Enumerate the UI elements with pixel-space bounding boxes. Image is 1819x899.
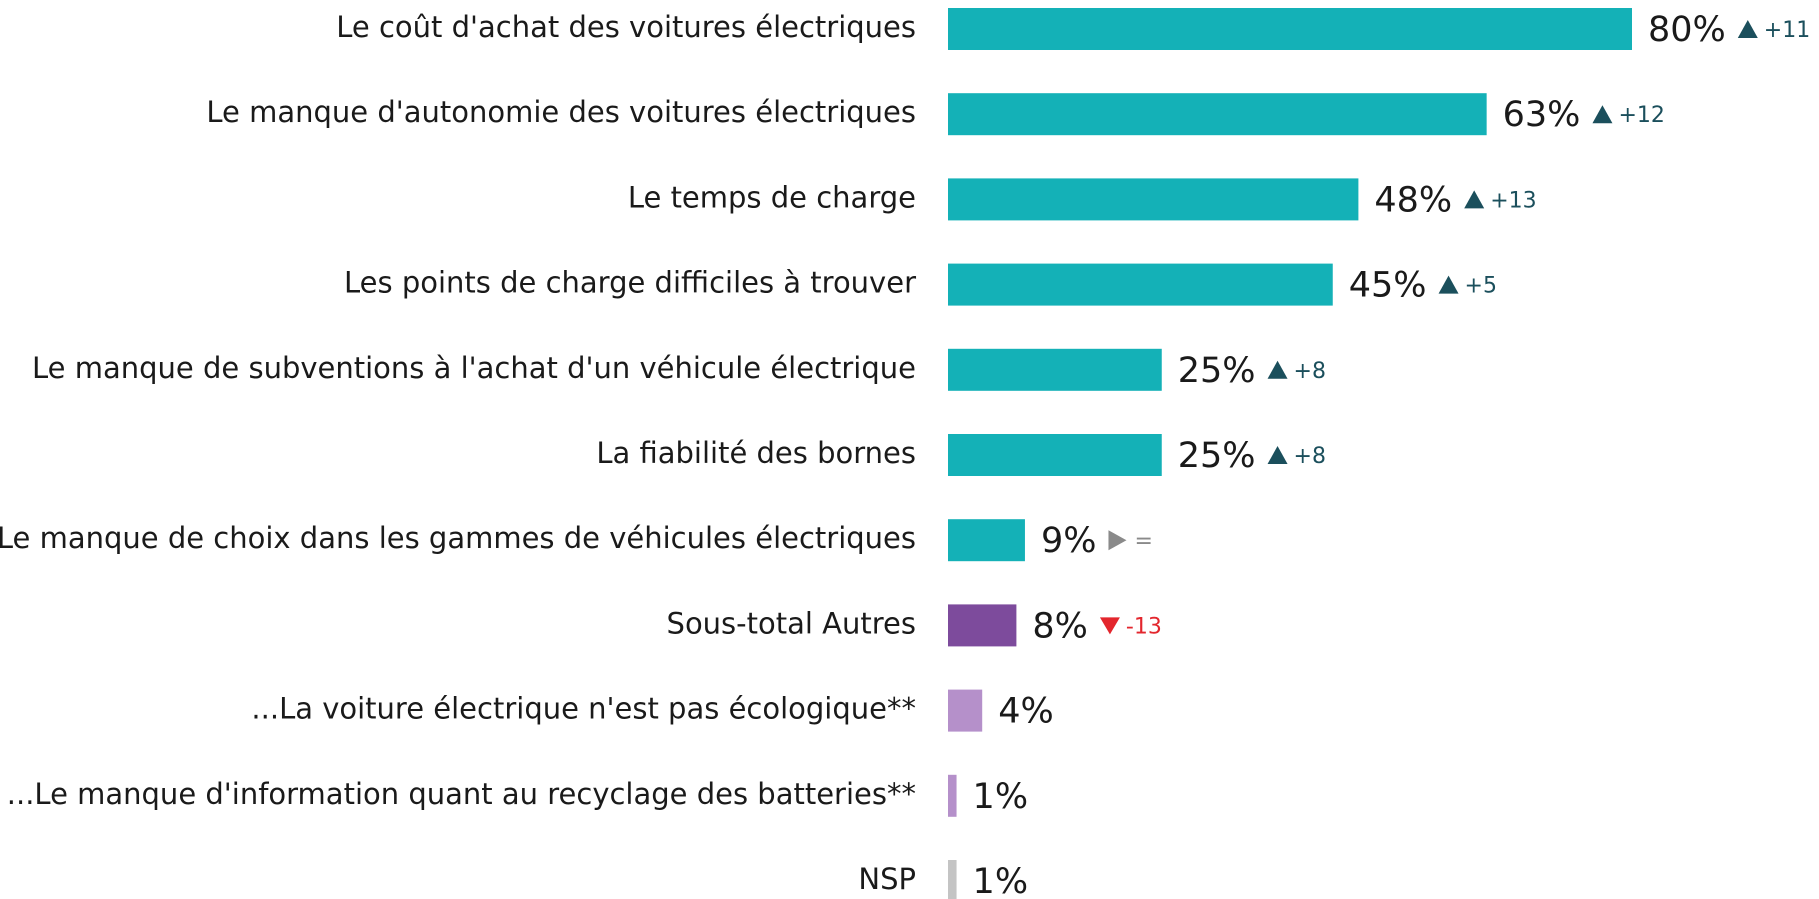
category-label: Les points de charge difficiles à trouve…: [344, 266, 916, 300]
change-label: +5: [1465, 274, 1497, 299]
category-label: NSP: [858, 862, 916, 896]
category-label: Le manque d'autonomie des voitures élect…: [206, 95, 916, 129]
bar: [948, 263, 1333, 306]
value-label: 8%: [1032, 606, 1088, 646]
bar: [948, 348, 1162, 391]
change-label: =: [1134, 529, 1152, 554]
change-arrow: [1438, 275, 1459, 294]
change-label: +12: [1618, 103, 1664, 128]
category-label: Le temps de charge: [628, 180, 916, 214]
bar: [948, 774, 957, 817]
value-label: 1%: [973, 777, 1029, 817]
category-label: Sous-total Autres: [667, 606, 916, 640]
change-arrow: [1592, 105, 1613, 124]
category-label: Le coût d'achat des voitures électriques: [336, 10, 916, 44]
value-label: 63%: [1503, 95, 1581, 135]
value-label: 80%: [1648, 10, 1726, 50]
value-label: 45%: [1349, 266, 1427, 306]
change-arrow: [1108, 530, 1127, 551]
value-label: 4%: [998, 692, 1054, 732]
value-label: 25%: [1178, 436, 1256, 476]
category-label: Le manque de subventions à l'achat d'un …: [32, 351, 916, 385]
change-arrow: [1267, 360, 1288, 379]
category-label: ...La voiture électrique n'est pas écolo…: [251, 692, 916, 726]
category-label: ...Le manque d'information quant au recy…: [7, 777, 916, 811]
change-arrow: [1099, 617, 1120, 635]
value-label: 1%: [973, 862, 1029, 899]
bar: [948, 604, 1017, 647]
change-label: +8: [1294, 359, 1326, 384]
change-label: +13: [1490, 188, 1536, 213]
change-label: +8: [1294, 444, 1326, 469]
value-label: 25%: [1178, 351, 1256, 391]
change-label: +11: [1764, 18, 1810, 43]
change-arrow: [1737, 20, 1758, 38]
bar: [948, 519, 1025, 562]
bar: [948, 860, 957, 899]
change-arrow: [1267, 446, 1288, 464]
bar: [948, 434, 1162, 476]
bar: [948, 93, 1487, 136]
value-label: 9%: [1041, 521, 1097, 561]
bar: [948, 689, 983, 732]
change-label: -13: [1126, 614, 1162, 639]
change-arrow: [1464, 190, 1485, 209]
bar: [948, 178, 1359, 221]
category-label: La fiabilité des bornes: [596, 436, 916, 470]
value-label: 48%: [1374, 180, 1452, 220]
bar: [948, 8, 1632, 50]
category-label: Le manque de choix dans les gammes de vé…: [0, 521, 916, 555]
